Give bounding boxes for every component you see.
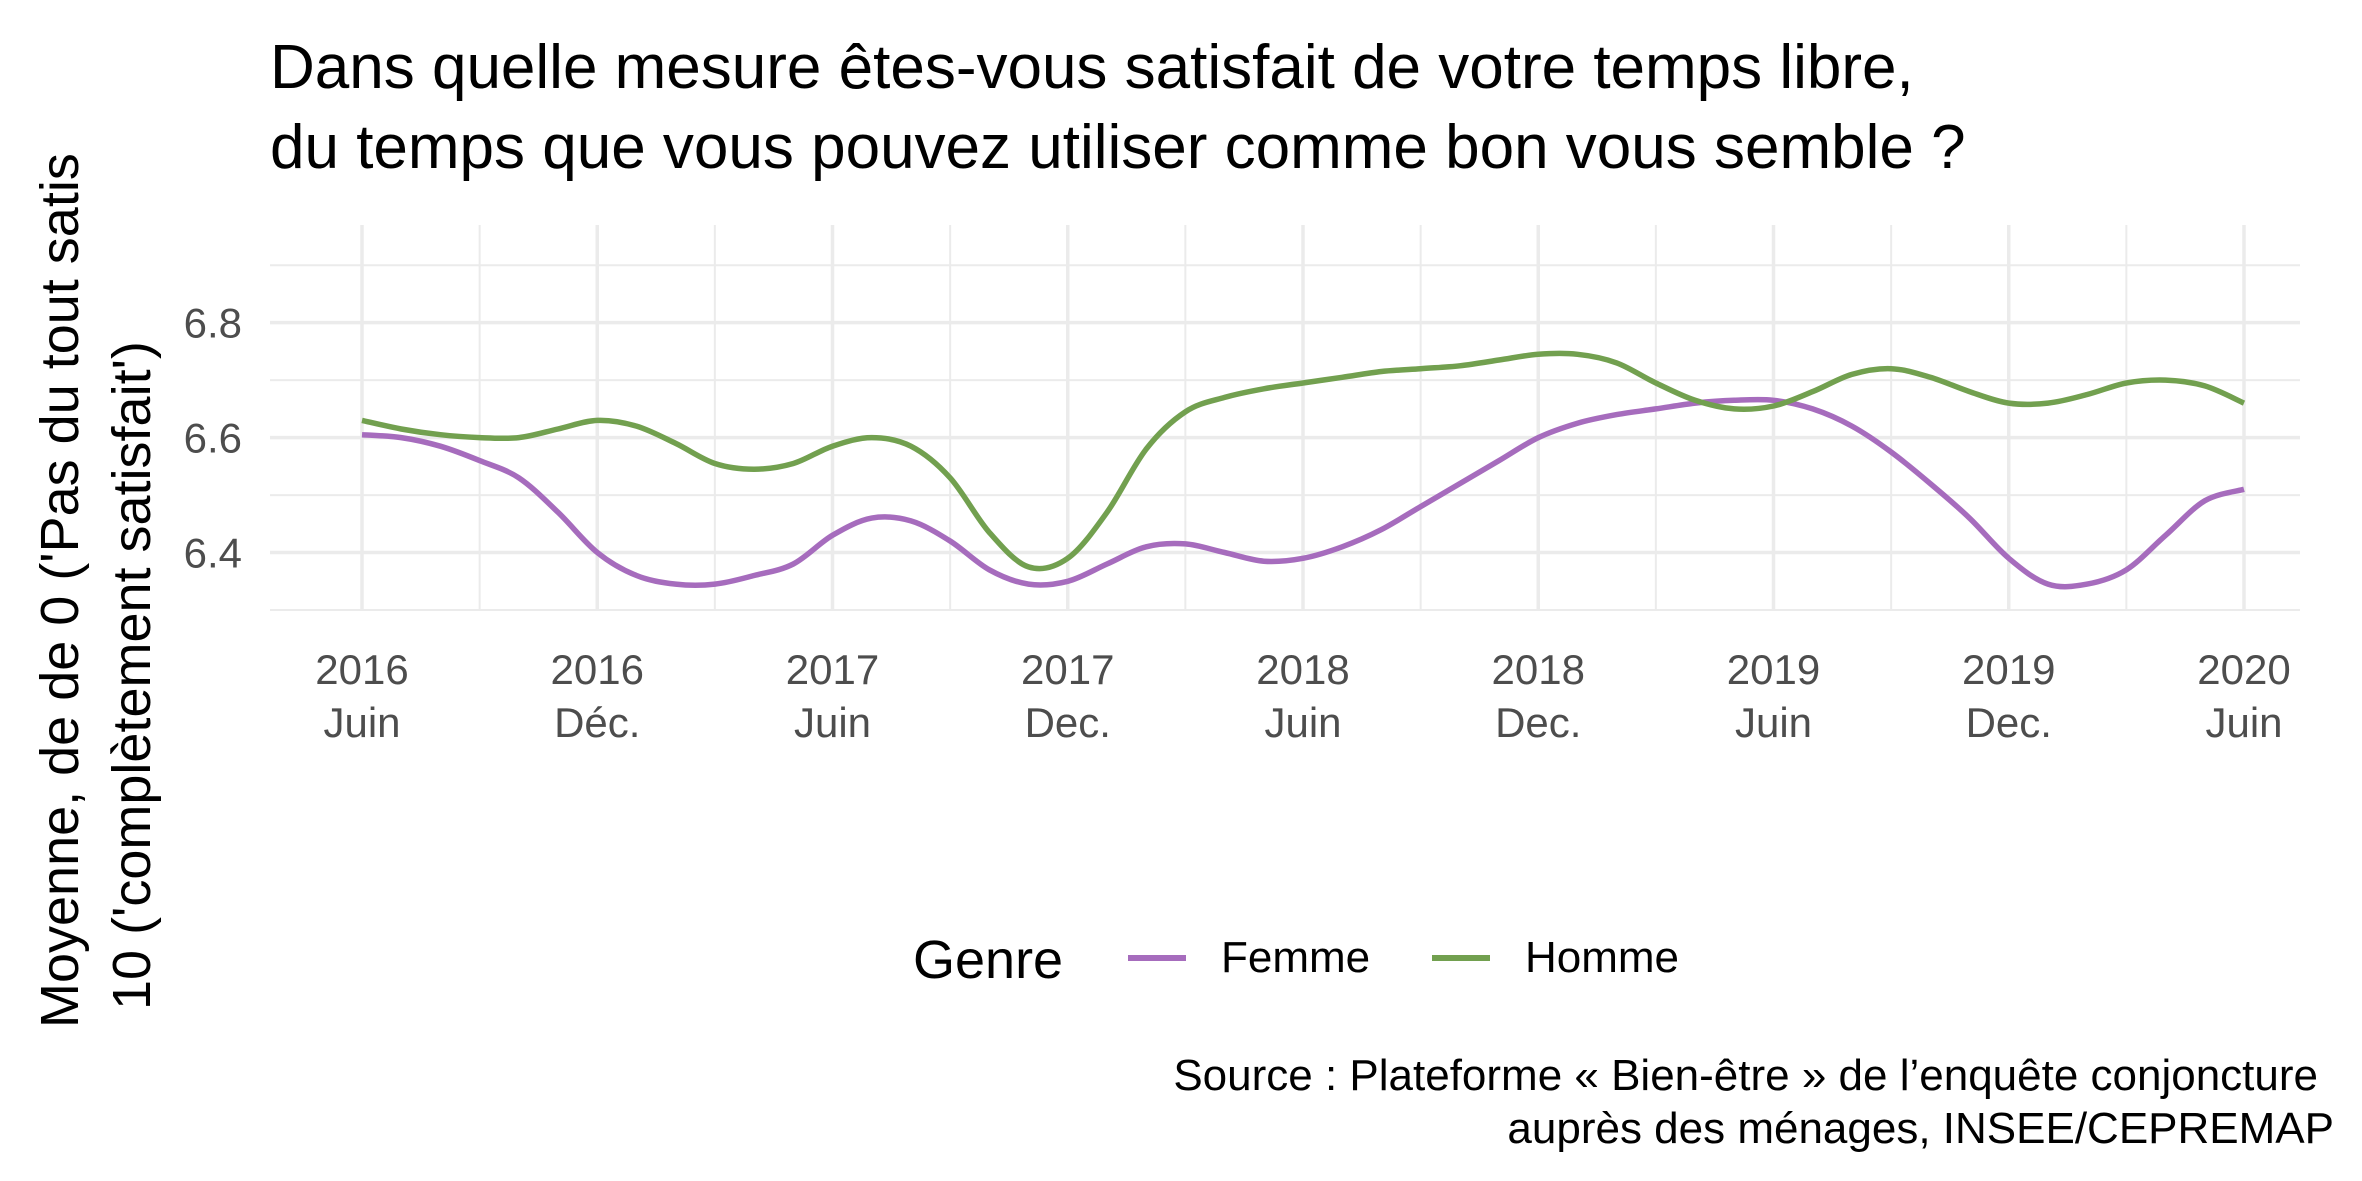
x-tick-label-year: 2019 bbox=[1727, 646, 1820, 693]
legend-label-homme: Homme bbox=[1525, 933, 1679, 982]
legend-label-femme: Femme bbox=[1221, 933, 1370, 982]
legend-title: Genre bbox=[913, 930, 1063, 990]
x-tick-label-month: Juin bbox=[2205, 699, 2282, 746]
series-line-femme bbox=[361, 396, 2245, 590]
chart-title-line-1: Dans quelle mesure êtes-vous satisfait d… bbox=[270, 33, 1914, 102]
caption-line-2: auprès des ménages, INSEE/CEPREMAP bbox=[1507, 1104, 2334, 1153]
y-tick-label: 6.4 bbox=[184, 530, 242, 577]
series-layer bbox=[361, 350, 2246, 590]
x-tick-label-year: 2019 bbox=[1962, 646, 2055, 693]
x-tick-label-year: 2018 bbox=[1492, 646, 1585, 693]
x-tick-label-year: 2020 bbox=[2197, 646, 2290, 693]
x-tick-label-month: Dec. bbox=[1495, 699, 1581, 746]
x-tick-label-month: Dec. bbox=[1966, 699, 2052, 746]
caption-line-1: Source : Plateforme « Bien-être » de l’e… bbox=[1173, 1051, 2318, 1100]
grid bbox=[270, 225, 2300, 611]
x-tick-label-year: 2016 bbox=[551, 646, 644, 693]
ticks-layer: 6.4 6.6 6.8 2016 Juin 2016 Déc. 2017 Juin 2017 Dec… bbox=[184, 300, 2291, 746]
x-tick-label-month: Juin bbox=[1264, 699, 1341, 746]
legend: Genre Femme Homme bbox=[913, 930, 1679, 990]
x-tick-label-month: Juin bbox=[1735, 699, 1812, 746]
x-tick-label-month: Juin bbox=[323, 699, 400, 746]
chart-title-line-2: du temps que vous pouvez utiliser comme … bbox=[270, 113, 1966, 182]
x-tick-label-month: Déc. bbox=[554, 699, 640, 746]
y-axis-label-line-2: 10 ('complètement satisfait') bbox=[102, 341, 162, 1010]
y-tick-label: 6.8 bbox=[184, 300, 242, 347]
y-tick-label: 6.6 bbox=[184, 415, 242, 462]
x-tick-label-year: 2016 bbox=[315, 646, 408, 693]
y-axis-label-line-1: Moyenne, de de 0 ('Pas du tout satis bbox=[30, 153, 90, 1028]
x-tick-label-year: 2017 bbox=[1021, 646, 1114, 693]
x-tick-label-month: Juin bbox=[794, 699, 871, 746]
series-line-homme bbox=[361, 350, 2246, 572]
x-tick-label-year: 2017 bbox=[786, 646, 879, 693]
x-tick-label-month: Dec. bbox=[1025, 699, 1111, 746]
x-tick-label-year: 2018 bbox=[1256, 646, 1349, 693]
